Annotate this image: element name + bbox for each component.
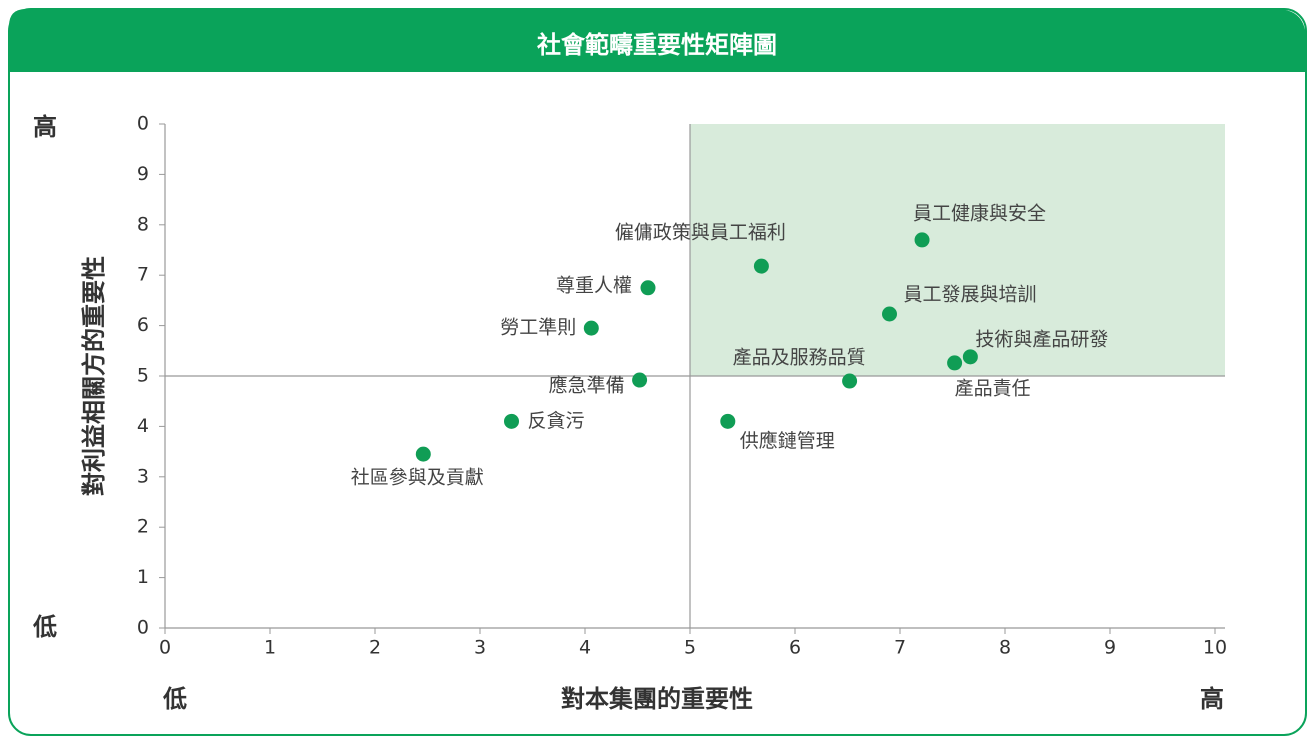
y-high: 高 [33,113,57,141]
point [504,413,519,429]
point-label: 供應鏈管理 [740,429,835,452]
point-label: 勞工準則 [500,317,576,339]
x-tick-label: 9 [1104,637,1116,659]
y-tick-label: 4 [137,415,149,437]
quadrant-shade [690,124,1225,376]
point-label: 反貪污 [528,410,585,432]
x-tick-label: 1 [264,637,276,659]
y-tick-label: 7 [137,264,149,286]
y-tick-label: 2 [137,516,149,538]
point [842,373,858,389]
point [962,349,978,365]
y-tick-label: 6 [137,314,149,336]
x-tick-label: 7 [894,637,906,659]
y-axis-label: 對利益相關方的重要性 [80,256,108,496]
y-tick-label: 9 [137,163,149,185]
point [640,280,656,296]
x-tick-label: 10 [1203,637,1227,659]
point-label: 社區參與及貢獻 [351,467,484,489]
x-tick-label: 4 [579,637,591,659]
point [753,258,769,274]
y-tick-label: 0 [137,617,149,639]
y-tick-label: 1 [137,566,149,588]
point [914,232,930,248]
point-label: 產品及服務品質 [733,347,866,369]
x-tick-label: 2 [369,637,381,659]
y-low: 低 [32,613,57,641]
point-label: 僱傭政策與員工福利 [615,222,786,244]
point-label: 產品責任 [955,377,1031,399]
x-high: 高 [1200,685,1224,713]
point [583,320,599,336]
x-tick-label: 5 [684,637,696,659]
y-tick-label: 0 [137,113,149,135]
x-tick-label: 8 [999,637,1011,659]
point [632,372,648,388]
y-tick-label: 8 [137,213,149,235]
x-tick-label: 0 [159,637,171,659]
point-label: 員工健康與安全 [913,202,1046,224]
x-tick-label: 6 [789,637,801,659]
point-label: 應急準備 [549,374,625,397]
x-axis-label: 對本集團的重要性 [561,685,753,713]
point-label: 技術與產品研發 [975,328,1108,350]
x-tick-label: 3 [474,637,486,659]
point [415,446,431,462]
chart-title: 社會範疇重要性矩陣圖 [537,31,777,59]
y-tick-label: 5 [137,365,149,387]
header [9,9,1306,72]
point [947,355,963,371]
point-label: 員工發展與培訓 [904,284,1037,306]
point [882,306,897,322]
x-low: 低 [162,685,187,713]
y-tick-label: 3 [137,465,149,487]
point [720,413,736,429]
point-label: 尊重人權 [556,274,632,296]
